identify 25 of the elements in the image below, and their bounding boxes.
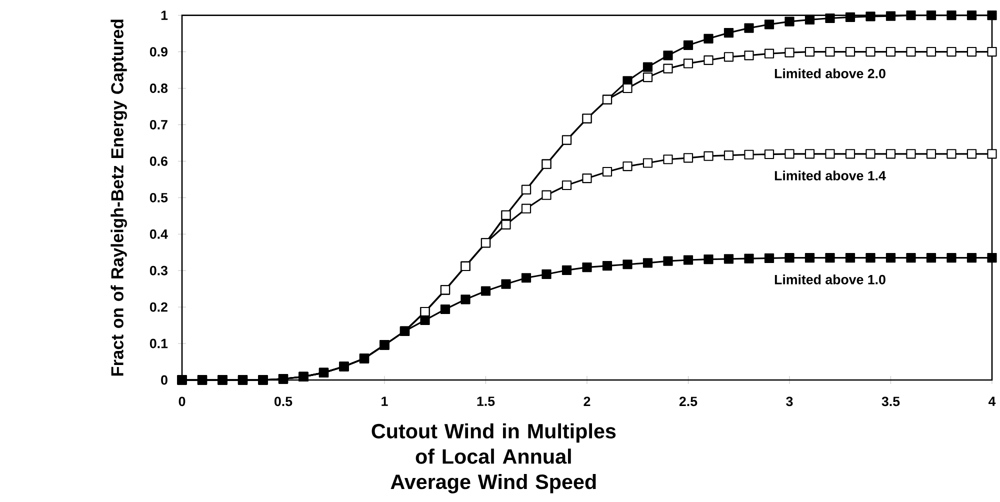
y-tick-label: 0.2 bbox=[150, 302, 168, 312]
x-tick-label: 4 bbox=[988, 396, 996, 406]
y-tick-label: 0.6 bbox=[150, 156, 168, 166]
x-tick-label: 3.5 bbox=[882, 396, 900, 406]
series-label: Limited above 1.4 bbox=[774, 170, 886, 180]
y-tick-label: 1 bbox=[161, 10, 168, 20]
x-tick-label: 0 bbox=[178, 396, 186, 406]
series-label: Limited above 1.0 bbox=[774, 274, 886, 284]
y-tick-label: 0.1 bbox=[150, 338, 168, 348]
y-tick-label: 0.8 bbox=[150, 84, 168, 93]
y-tick-label: 0.7 bbox=[150, 120, 168, 130]
x-tick-label: 2.5 bbox=[679, 396, 698, 406]
series-label: Limited above 2.0 bbox=[774, 68, 886, 78]
x-tick-label: 2 bbox=[584, 396, 590, 406]
y-tick-label: 0.3 bbox=[150, 266, 168, 276]
y-tick-label: 0 bbox=[161, 375, 168, 385]
x-tick-label: 1.5 bbox=[477, 396, 495, 406]
y-tick-label: 0.9 bbox=[150, 47, 168, 57]
y-tick-label: 0.5 bbox=[150, 192, 168, 202]
x-tick-label: 0.5 bbox=[274, 396, 292, 406]
x-tick-label: 1 bbox=[382, 396, 388, 406]
y-tick-label: 0.4 bbox=[150, 229, 168, 239]
x-tick-label: 3 bbox=[786, 396, 793, 406]
x-axis-title: Cutout Wind in Multiples of Local Annual Average Wind Speed bbox=[372, 423, 616, 494]
y-axis-title: Fract on of Rayleigh-Betz Energy Captured bbox=[110, 20, 127, 376]
